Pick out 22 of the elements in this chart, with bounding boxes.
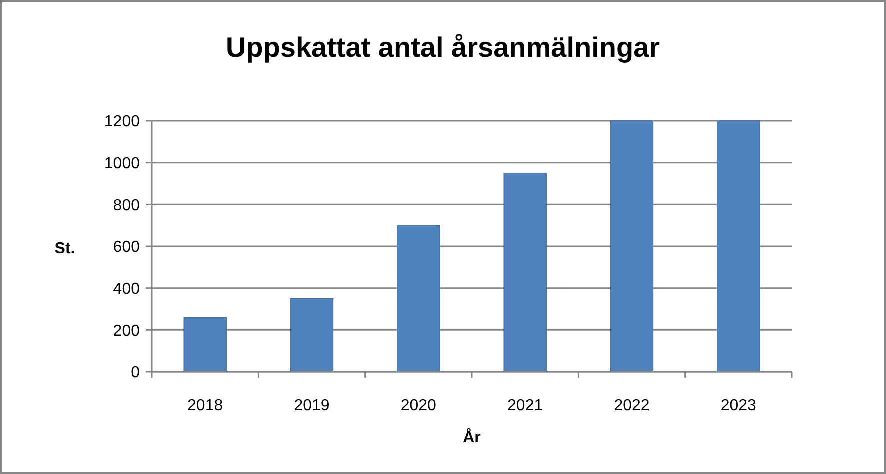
x-tick-label: 2019 xyxy=(294,398,330,415)
bar xyxy=(610,120,654,372)
chart-title: Uppskattat antal årsanmälningar xyxy=(226,32,660,63)
bar xyxy=(184,317,227,372)
x-tick-label: 2022 xyxy=(614,398,650,415)
y-tick-label: 600 xyxy=(113,239,140,256)
bar xyxy=(717,120,760,372)
bar xyxy=(397,225,440,372)
y-tick-label: 1200 xyxy=(104,114,140,131)
x-tick-label: 2021 xyxy=(508,398,544,415)
x-axis-title: År xyxy=(463,428,481,447)
y-tick-label: 400 xyxy=(113,280,140,298)
x-tick-label: 2020 xyxy=(400,398,437,415)
x-tick-label: 2018 xyxy=(188,398,224,415)
bar xyxy=(290,298,334,372)
y-axis-title: St. xyxy=(54,240,76,258)
bar xyxy=(504,173,547,372)
y-tick-label: 0 xyxy=(131,364,140,382)
y-tick-label: 800 xyxy=(113,197,140,214)
y-tick-label: 200 xyxy=(113,322,140,340)
y-tick-label: 1000 xyxy=(104,155,140,172)
x-tick-label: 2023 xyxy=(720,398,757,415)
